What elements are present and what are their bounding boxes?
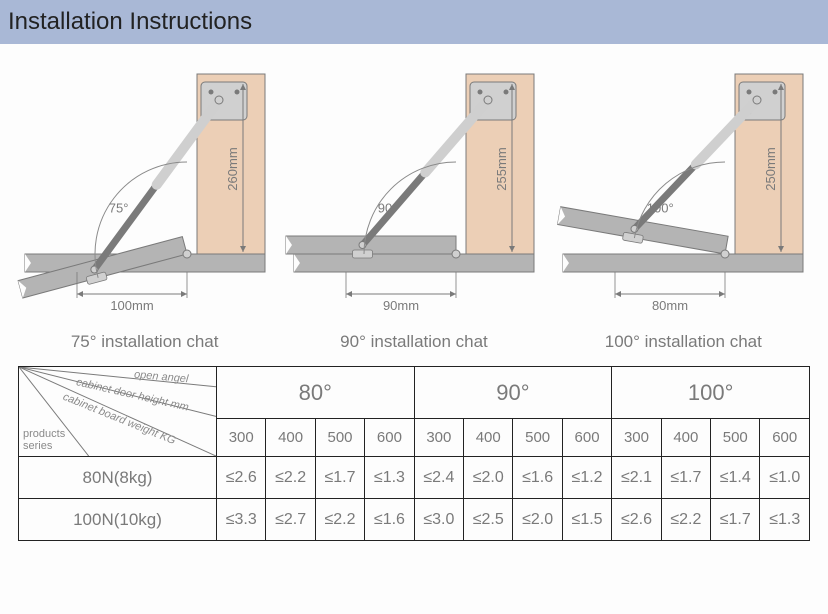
height-header: 400 — [266, 419, 315, 457]
spec-value: ≤2.2 — [266, 457, 315, 499]
spec-value: ≤1.3 — [760, 499, 810, 541]
spec-value: ≤2.2 — [315, 499, 364, 541]
height-header: 500 — [513, 419, 562, 457]
spec-value: ≤3.0 — [414, 499, 463, 541]
height-header: 400 — [661, 419, 710, 457]
spec-value: ≤1.0 — [760, 457, 810, 499]
spec-value: ≤2.6 — [217, 457, 266, 499]
spec-table: open angel cabinet door height mm cabine… — [18, 366, 810, 541]
height-header: 300 — [217, 419, 266, 457]
spec-value: ≤2.6 — [612, 499, 661, 541]
angle-header: 80° — [217, 367, 415, 419]
diagram-caption: 75° installation chat — [15, 332, 275, 352]
page-title: Installation Instructions — [8, 8, 252, 35]
spec-table-wrap: open angel cabinet door height mm cabine… — [0, 352, 828, 541]
height-header: 600 — [760, 419, 810, 457]
diagram-row: 75° 260mm 100mm 75° installation chat 90° 255… — [0, 44, 828, 352]
series-name: 100N(10kg) — [19, 499, 217, 541]
spec-value: ≤1.7 — [315, 457, 364, 499]
height-header: 500 — [711, 419, 760, 457]
installation-diagram: 100° 250mm 80mm — [553, 64, 813, 324]
diagram-caption: 90° installation chat — [284, 332, 544, 352]
title-bar: Installation Instructions — [0, 0, 828, 44]
diagram-caption: 100° installation chat — [553, 332, 813, 352]
installation-diagram: 75° 260mm 100mm — [15, 64, 275, 324]
svg-text:100mm: 100mm — [110, 298, 153, 313]
spec-value: ≤3.3 — [217, 499, 266, 541]
spec-value: ≤1.4 — [711, 457, 760, 499]
series-name: 80N(8kg) — [19, 457, 217, 499]
spec-value: ≤1.5 — [562, 499, 611, 541]
spec-value: ≤2.2 — [661, 499, 710, 541]
spec-value: ≤1.6 — [513, 457, 562, 499]
spec-value: ≤1.7 — [661, 457, 710, 499]
spec-value: ≤1.7 — [711, 499, 760, 541]
height-header: 600 — [562, 419, 611, 457]
height-header: 300 — [612, 419, 661, 457]
svg-text:255mm: 255mm — [494, 147, 509, 190]
angle-header: 90° — [414, 367, 612, 419]
spec-value: ≤1.3 — [365, 457, 414, 499]
spec-value: ≤1.2 — [562, 457, 611, 499]
height-header: 500 — [315, 419, 364, 457]
angle-header: 100° — [612, 367, 810, 419]
spec-value: ≤2.0 — [464, 457, 513, 499]
height-header: 400 — [464, 419, 513, 457]
spec-value: ≤2.4 — [414, 457, 463, 499]
spec-value: ≤2.1 — [612, 457, 661, 499]
height-header: 600 — [365, 419, 414, 457]
svg-text:250mm: 250mm — [763, 147, 778, 190]
svg-text:100°: 100° — [647, 201, 674, 216]
svg-text:90mm: 90mm — [383, 298, 419, 313]
spec-value: ≤2.7 — [266, 499, 315, 541]
spec-value: ≤2.0 — [513, 499, 562, 541]
spec-value: ≤2.5 — [464, 499, 513, 541]
svg-text:80mm: 80mm — [652, 298, 688, 313]
height-header: 300 — [414, 419, 463, 457]
spec-value: ≤1.6 — [365, 499, 414, 541]
svg-text:90°: 90° — [378, 201, 398, 216]
installation-diagram: 90° 255mm 90mm — [284, 64, 544, 324]
table-corner-cell: open angel cabinet door height mm cabine… — [19, 367, 217, 457]
svg-text:75°: 75° — [108, 201, 128, 216]
svg-text:260mm: 260mm — [225, 147, 240, 190]
